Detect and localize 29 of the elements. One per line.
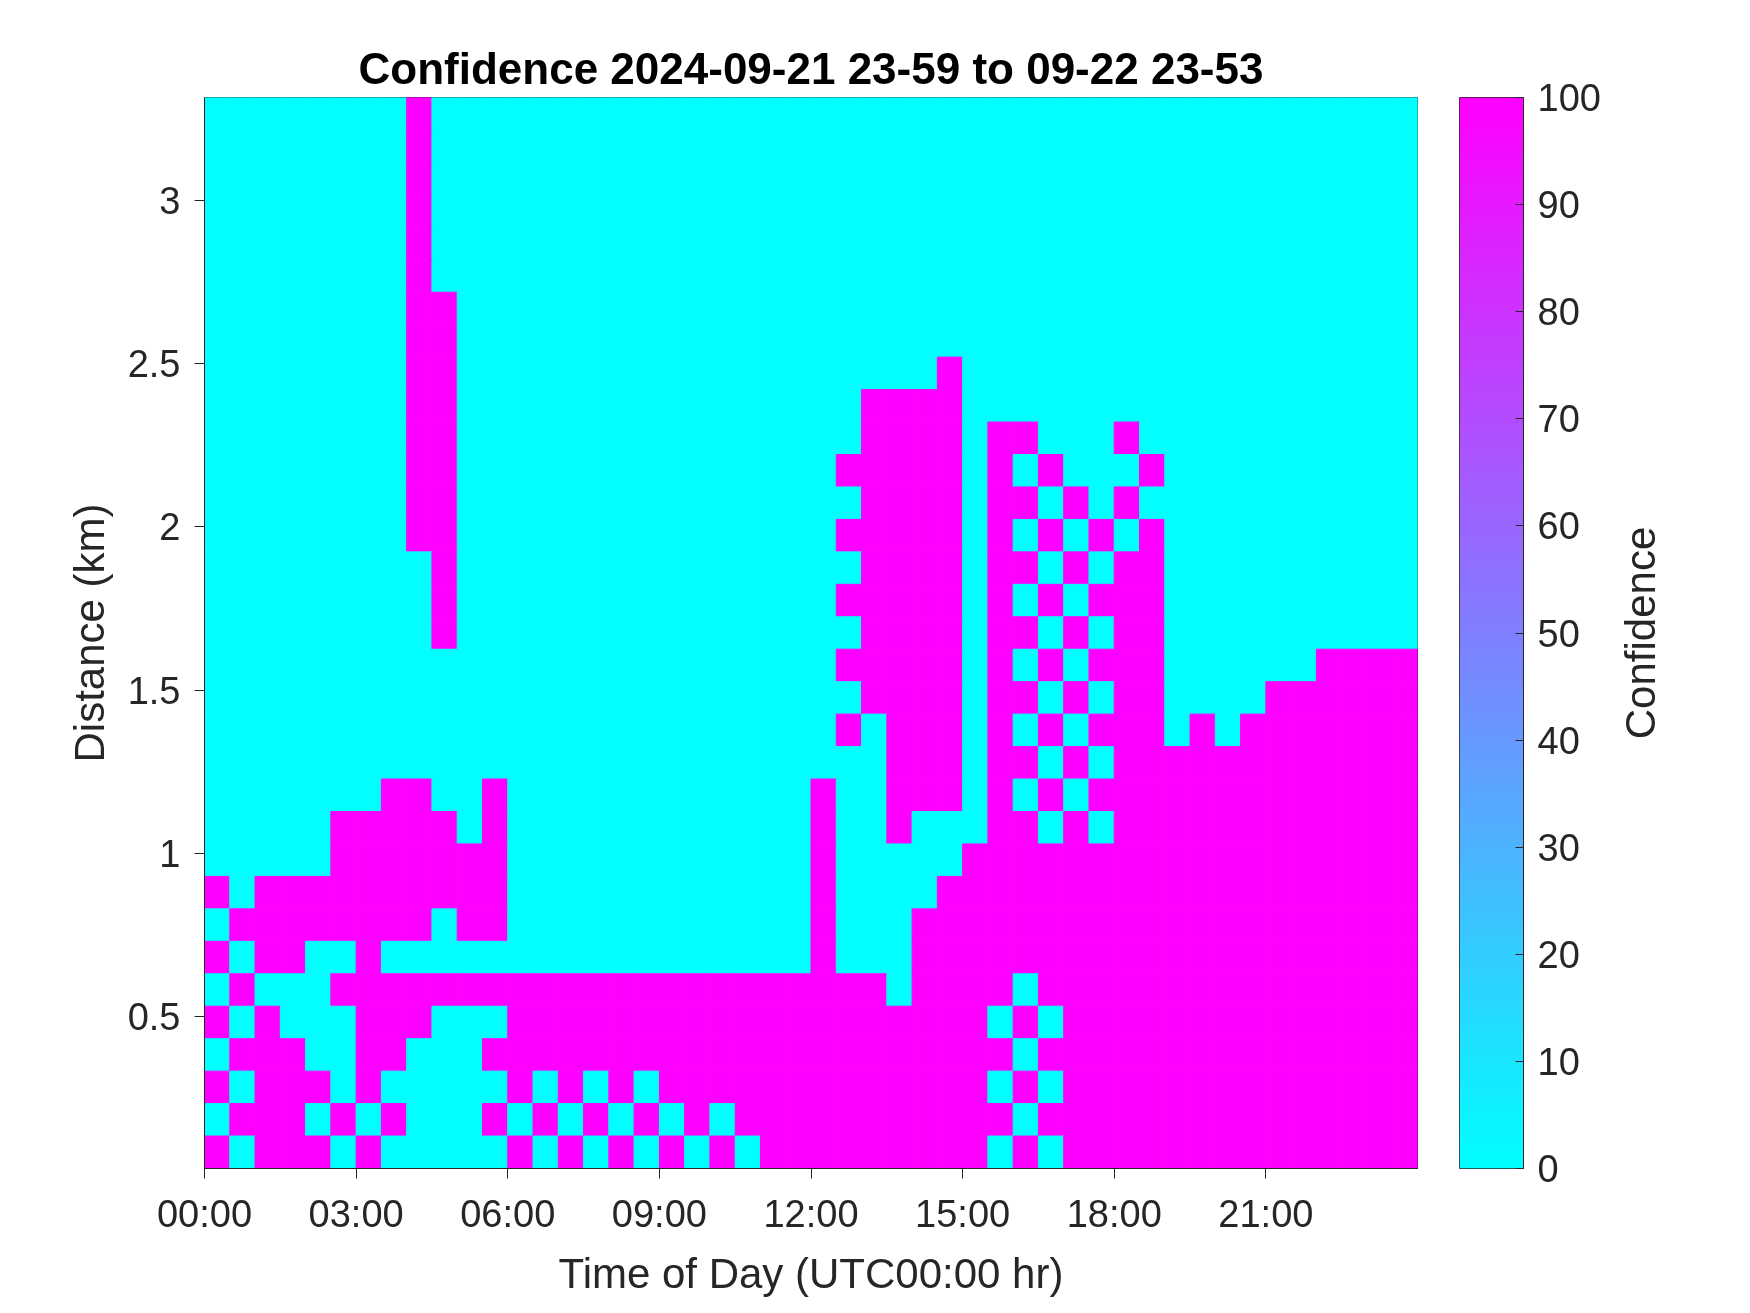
color-bar-label: 40 <box>1537 719 1580 762</box>
color-bar-label: 20 <box>1537 933 1580 976</box>
color-bar-label: 70 <box>1537 398 1580 441</box>
color-bar-label: 80 <box>1537 291 1580 334</box>
x-tick-label: 03:00 <box>308 1192 404 1235</box>
color-bar-label: 90 <box>1537 184 1580 227</box>
x-tick-label: 09:00 <box>611 1192 707 1235</box>
x-tick-label: 06:00 <box>460 1192 556 1235</box>
color-bar-label: 10 <box>1537 1040 1580 1083</box>
color-bar-label: 30 <box>1537 826 1580 869</box>
y-axis-title: Distance (km) <box>65 503 113 763</box>
y-tick-label: 3 <box>159 179 181 222</box>
y-tick-label: 2 <box>159 506 181 549</box>
x-tick-label: 12:00 <box>763 1192 859 1235</box>
y-tick-label: 0.5 <box>127 996 181 1039</box>
x-tick-label: 18:00 <box>1066 1192 1162 1235</box>
x-tick-label: 21:00 <box>1218 1192 1314 1235</box>
y-tick-label: 2.5 <box>127 343 181 386</box>
x-axis-title: Time of Day (UTC00:00 hr) <box>558 1249 1064 1297</box>
y-tick-label: 1.5 <box>127 669 181 712</box>
y-tick-label: 1 <box>159 832 181 875</box>
color-bar-label: 50 <box>1537 612 1580 655</box>
x-tick-label: 00:00 <box>156 1192 253 1235</box>
color-bar-label: 100 <box>1537 77 1601 119</box>
color-bar-label: 60 <box>1537 505 1580 548</box>
color-bar-label: 0 <box>1537 1148 1559 1190</box>
color-bar-title: Confidence <box>1617 526 1664 740</box>
chart-title: Confidence 2024-09-21 23-59 to 09-22 23-53 <box>358 43 1264 93</box>
x-tick-label: 15:00 <box>915 1192 1011 1235</box>
